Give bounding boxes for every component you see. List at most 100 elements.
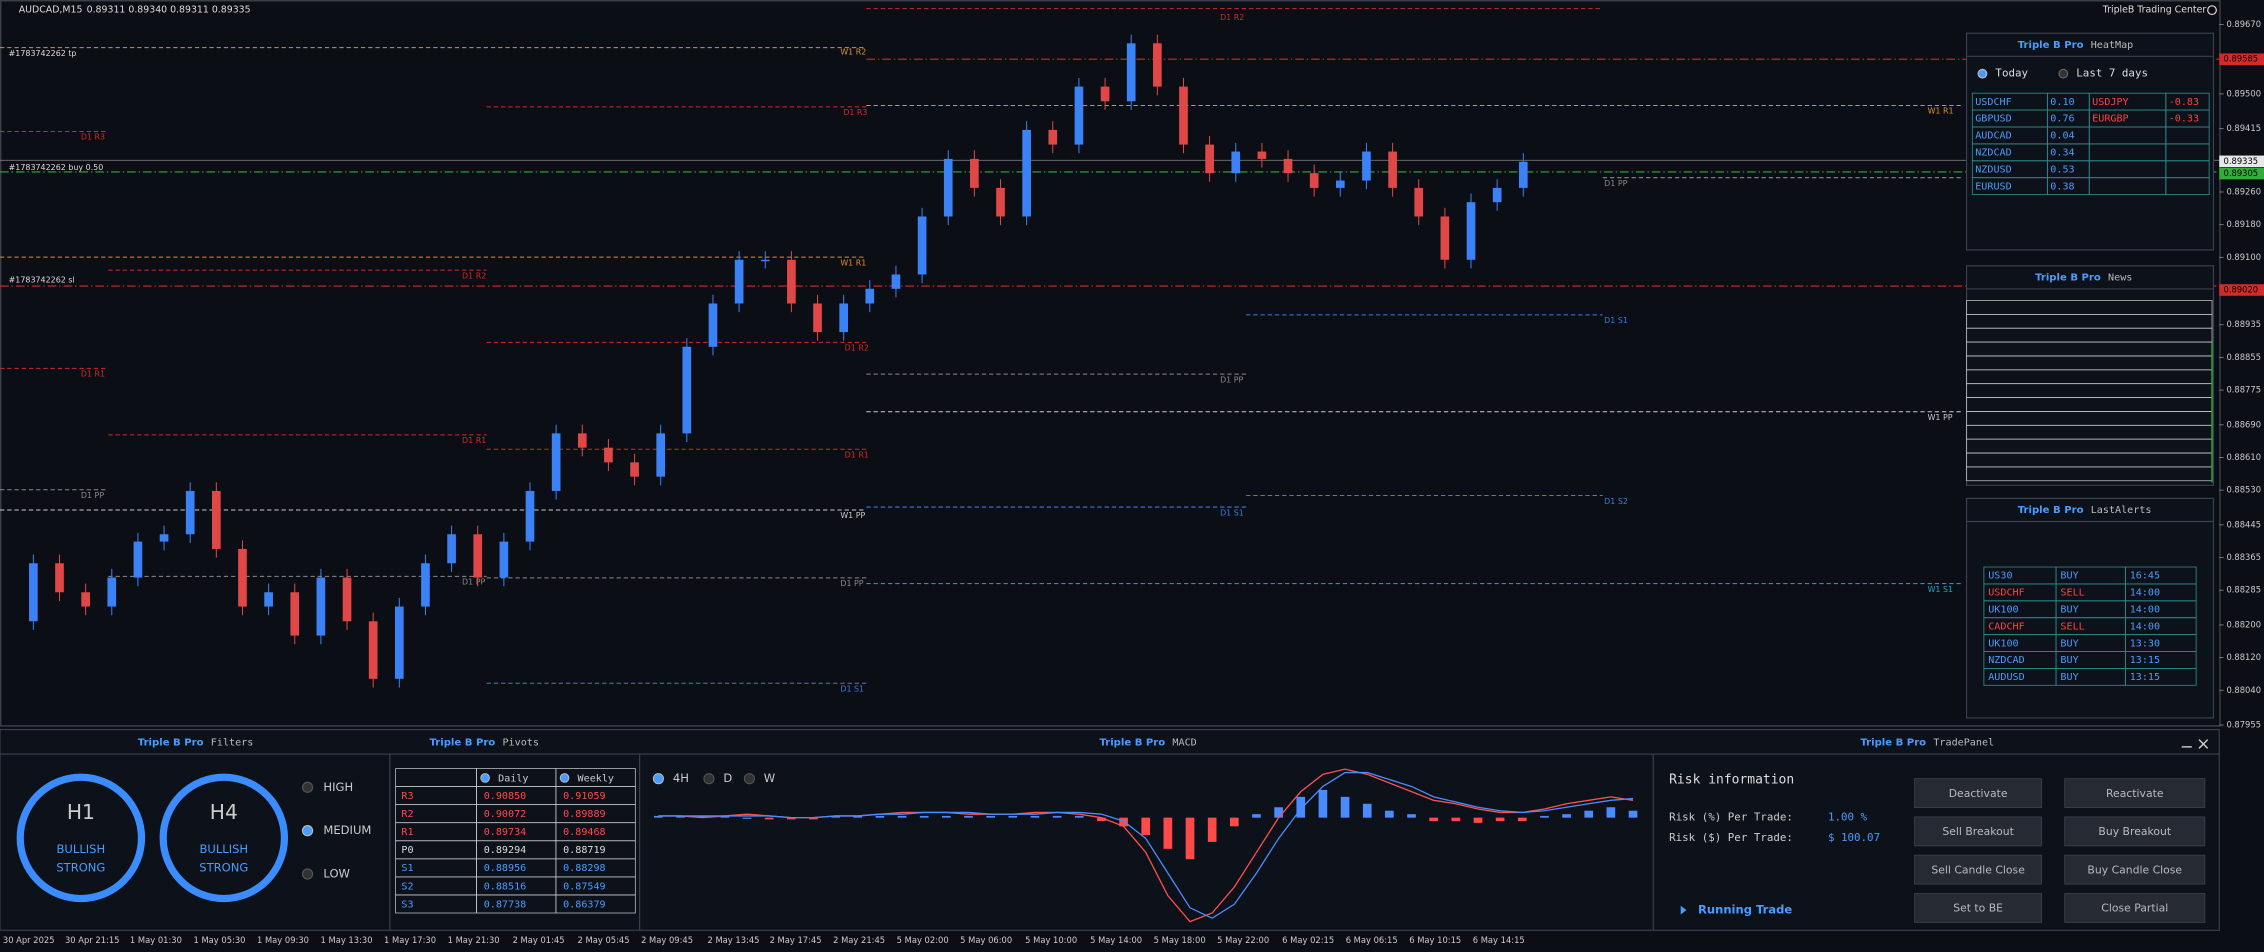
alert-text: 16:45 (2130, 571, 2160, 582)
time-label: 5 May 10:00 (1025, 935, 1077, 945)
filter-level: LOW (323, 866, 350, 880)
trade-button[interactable]: Close Partial (2064, 893, 2206, 923)
button-bg[interactable] (2064, 854, 2206, 885)
y-tick-label: 0.88610 (2226, 452, 2261, 462)
pivot-text: 0.91059 (563, 791, 606, 802)
pivot-label: W1 R1 (840, 258, 866, 267)
candle (1309, 173, 1319, 188)
trade-button[interactable]: Buy Breakout (2064, 816, 2206, 847)
y-tick-label: 0.87955 (2226, 720, 2261, 730)
macd-bar (1119, 817, 1128, 827)
button-bg[interactable] (2064, 778, 2206, 808)
risk-value: $ 100.07 (1828, 831, 1880, 844)
radio[interactable] (301, 825, 314, 837)
macd-bar (1517, 817, 1527, 822)
macd-bar (1229, 817, 1239, 827)
radio[interactable] (301, 781, 314, 793)
close[interactable] (2198, 739, 2209, 749)
candle (970, 158, 979, 188)
gauge-trend: BULLISH (199, 842, 248, 856)
macd-bar (676, 815, 685, 818)
button-bg[interactable] (1914, 854, 2043, 885)
macd-timeframe: W (764, 771, 776, 785)
panel (1965, 265, 2215, 486)
macd-bar (1362, 803, 1372, 818)
pivot-text: 0.87549 (563, 881, 606, 892)
ohlc: 0.89311 0.89340 0.89311 0.89335 (87, 5, 251, 16)
button-bg[interactable] (2064, 893, 2206, 923)
radio[interactable] (652, 773, 664, 785)
button-bg[interactable] (1914, 816, 2043, 847)
radio[interactable] (703, 773, 715, 785)
macd-bar (1606, 807, 1616, 818)
pivot-text: R2 (401, 809, 413, 820)
candle (264, 592, 273, 607)
section-brand: Triple B Pro (1099, 738, 1165, 749)
heatmap-text: USDCHF (1975, 97, 2011, 108)
time-label: 1 May 05:30 (193, 935, 245, 945)
button-label: Buy Candle Close (2087, 863, 2182, 876)
pivot-label: D1 R2 (1220, 13, 1244, 22)
smiley (2207, 5, 2217, 16)
pivot-text: 0.88516 (484, 881, 527, 892)
candle (316, 577, 326, 636)
trade-button[interactable]: Sell Breakout (1914, 816, 2043, 847)
time-label: 5 May 06:00 (960, 935, 1012, 945)
brand: TripleB Trading Center (2102, 5, 2207, 16)
radio[interactable] (559, 773, 570, 783)
trade-button[interactable]: Set to BE (1914, 893, 2043, 923)
time-label: 5 May 02:00 (897, 935, 949, 945)
alert-text: BUY (2060, 655, 2078, 666)
alert-text: CADCHF (1988, 621, 2024, 632)
price-tag-label: 0.89305 (2224, 168, 2259, 178)
y-tick-label: 0.88935 (2226, 319, 2261, 329)
button-label: Reactivate (2106, 787, 2164, 800)
candle (865, 288, 875, 304)
pivot-text: 0.90850 (484, 791, 527, 802)
candle (839, 303, 849, 333)
button-bg[interactable] (1914, 893, 2043, 923)
radio[interactable] (1977, 68, 1988, 79)
radio[interactable] (2058, 68, 2069, 79)
price-tag (2219, 167, 2264, 180)
trade-button[interactable]: Sell Candle Close (1914, 854, 2043, 885)
trade-button[interactable]: Buy Candle Close (2064, 854, 2206, 885)
price-tag (2219, 155, 2264, 168)
button-bg[interactable] (1914, 778, 2043, 808)
order-label: #1783742262 sl (9, 276, 75, 285)
panel (1965, 497, 2215, 719)
heatmap-text: AUDCAD (1975, 131, 2011, 142)
alert-text: 14:00 (2130, 604, 2160, 615)
time-label: 1 May 01:30 (130, 935, 182, 945)
y-tick-label: 0.88120 (2226, 652, 2261, 662)
macd-bar (1584, 810, 1594, 818)
risk-title: Risk information (1669, 773, 1794, 788)
radio[interactable] (480, 773, 490, 783)
macd-bar (1296, 796, 1306, 818)
alert-text: AUDUSD (1988, 672, 2024, 683)
pivot-label: D1 S2 (1604, 497, 1628, 506)
pivot-label: W1 PP (1928, 413, 1953, 422)
candle (682, 346, 692, 434)
macd-bar (1252, 814, 1261, 818)
section-title: Pivots (502, 738, 538, 749)
trade-button[interactable]: Deactivate (1914, 778, 2043, 808)
gauge-tf: H1 (67, 800, 95, 824)
pivot-text: 0.90072 (484, 809, 527, 820)
candle (656, 433, 666, 477)
pivot-label: W1 R2 (840, 48, 866, 57)
macd-bar (698, 815, 708, 818)
radio[interactable] (743, 773, 755, 785)
candle (29, 563, 38, 622)
pivot-cell (555, 894, 636, 914)
pivot-label: D1 PP (81, 491, 104, 500)
macd-bar (654, 815, 663, 818)
pivot-text: 0.87738 (484, 899, 527, 910)
alert-text: BUY (2060, 672, 2078, 683)
candle (891, 274, 901, 289)
y-tick-label: 0.88775 (2226, 385, 2261, 395)
trade-button[interactable]: Reactivate (2064, 778, 2206, 808)
button-bg[interactable] (2064, 816, 2206, 847)
radio[interactable] (301, 868, 314, 880)
